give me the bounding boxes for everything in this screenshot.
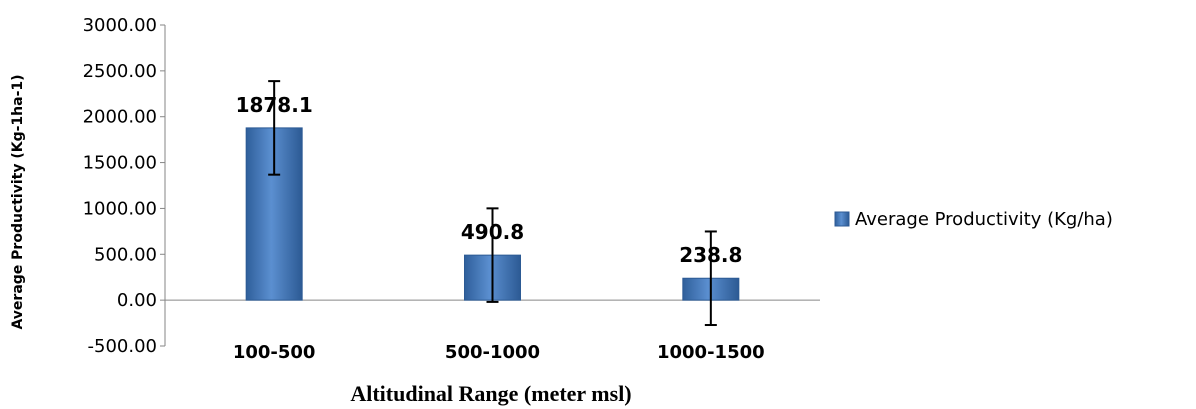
y-axis-title: Average Productivity (Kg-1ha-1) [10, 74, 26, 329]
legend-label: Average Productivity (Kg/ha) [855, 209, 1113, 230]
y-tick-label: 3000.00 [83, 15, 157, 36]
y-tick-label: 1000.00 [83, 198, 157, 219]
y-tick-label: -500.00 [88, 336, 157, 357]
y-tick-label: 1500.00 [83, 153, 157, 174]
x-axis: 100-500 500-1000 1000-1500 [165, 299, 820, 363]
data-label: 238.8 [679, 243, 742, 267]
y-axis: 3000.00 2500.00 2000.00 1500.00 1000.00 500.0… [83, 15, 166, 357]
legend-swatch [834, 211, 850, 227]
y-tick-label: 0.00 [117, 290, 157, 311]
y-tick-label: 2500.00 [83, 61, 157, 82]
x-tick-label: 1000-1500 [657, 342, 765, 363]
x-axis-title: Altitudinal Range (meter msl) [350, 381, 631, 406]
data-label: 1878.1 [236, 93, 313, 117]
data-labels: 1878.1 490.8 238.8 [236, 93, 743, 267]
x-tick-label: 100-500 [233, 342, 316, 363]
y-tick-label: 500.00 [94, 244, 157, 265]
y-tick-label: 2000.00 [83, 107, 157, 128]
x-tick-label: 500-1000 [445, 342, 540, 363]
data-label: 490.8 [461, 220, 524, 244]
error-bars [268, 80, 717, 327]
legend: Average Productivity (Kg/ha) [834, 209, 1113, 230]
